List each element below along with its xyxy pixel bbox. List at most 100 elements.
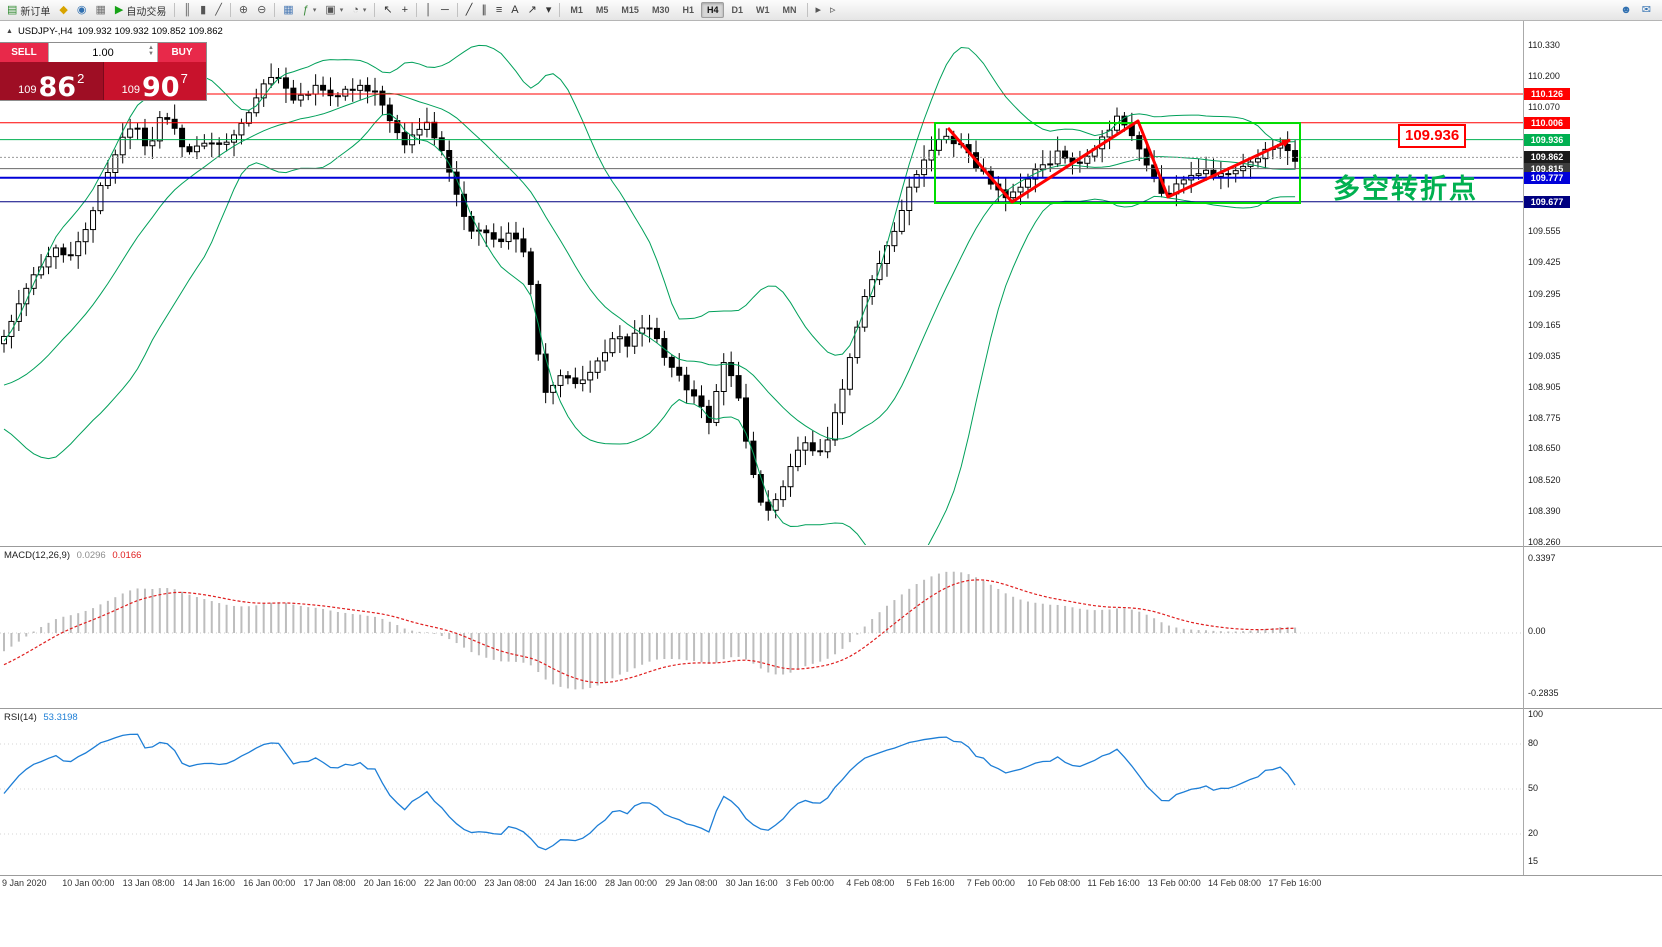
price-axis-label: 110.330 (1528, 40, 1560, 50)
price-tag: 109.777 (1524, 171, 1570, 184)
chat-icon: ✉ (1641, 3, 1651, 16)
price-axis-label: 110.070 (1528, 102, 1560, 113)
time-axis-label: 17 Jan 08:00 (303, 878, 356, 888)
arrows-icon: ↗ (527, 3, 537, 16)
trendline-button[interactable]: ╱ (462, 1, 477, 20)
templates-icon: ▣ (325, 3, 336, 16)
toolbar-separator (374, 3, 376, 17)
line-chart-button[interactable]: ╱ (211, 1, 226, 20)
volume-decrement-icon[interactable]: ▼ (148, 51, 154, 57)
one-click-collapse-icon[interactable]: ▲ (6, 28, 13, 35)
rsi-name: RSI(14) (4, 712, 37, 723)
toolbar-left-group: ▤ 新订单 ◆ ◉ ▦ ▶ 自动交易 ║ ▮ ╱ ⊕ ⊖ ▦ ƒ ▾ ▣ ▾ ◔ ▾ ↖ + │ ─ ╱ ∥ ≡ A ↗ ▾ M1 M5 M1… (3, 1, 840, 20)
bar-chart-button[interactable]: ║ (179, 1, 195, 20)
navigator-button[interactable]: ▦ (91, 1, 109, 20)
period-button-caret-icon[interactable]: ▾ (362, 7, 367, 14)
arrows-button[interactable]: ↗ (524, 1, 541, 20)
price-callout-label: 109.936 (1398, 124, 1467, 148)
timeframe-button-h4[interactable]: H4 (700, 2, 725, 18)
rsi-axis-label: 80 (1528, 738, 1539, 748)
time-axis-separator (0, 875, 1662, 876)
rsi-value: 53.3198 (43, 712, 78, 723)
panel-splitter-macd[interactable] (0, 546, 1662, 547)
rsi-axis-label: 20 (1528, 828, 1539, 838)
volume-spinner: ▲ ▼ (148, 45, 154, 57)
volume-field[interactable]: 1.00 ▲ ▼ (48, 43, 158, 62)
time-axis-label: 22 Jan 00:00 (424, 878, 477, 888)
zoom-in-icon: ⊕ (238, 3, 249, 16)
channel-button[interactable]: ∥ (477, 1, 491, 20)
shapes-button[interactable]: ▾ (542, 1, 556, 20)
new-order-button-label: 新订单 (20, 6, 51, 18)
rsi-indicator-label: RSI(14) 53.3198 (4, 712, 78, 723)
buy-button[interactable]: BUY (158, 43, 206, 62)
community-button[interactable]: ☻ (1616, 1, 1636, 20)
time-axis-label: 30 Jan 16:00 (725, 878, 778, 888)
templates-button[interactable]: ▣ ▾ (321, 1, 347, 20)
time-axis-label: 11 Feb 16:00 (1087, 878, 1140, 888)
auto-scroll-button[interactable]: ▹ (826, 1, 840, 20)
indicators-button-caret-icon[interactable]: ▾ (312, 7, 317, 14)
timeframe-button-m30[interactable]: M30 (651, 5, 670, 15)
timeframe-button-m1[interactable]: M1 (570, 5, 583, 15)
ask-price-sup: 7 (180, 71, 188, 86)
crosshair-button[interactable]: + (398, 1, 412, 20)
timeframe-button-d1[interactable]: D1 (731, 5, 743, 15)
price-tag: 109.815 (1524, 162, 1570, 175)
text-label-button[interactable]: A (507, 1, 522, 20)
community-icon: ☻ (1620, 3, 1632, 16)
price-axis-label: 108.390 (1528, 505, 1561, 516)
timeframe-button-h1[interactable]: H1 (682, 5, 694, 15)
indicators-icon: ƒ (302, 3, 309, 16)
timeframe-button-w1[interactable]: W1 (756, 5, 770, 15)
new-order-icon: ▤ (7, 3, 18, 16)
templates-button-caret-icon[interactable]: ▾ (339, 7, 344, 14)
chart-shift-button[interactable]: ▸ (812, 1, 826, 20)
indicators-button[interactable]: ƒ ▾ (299, 1, 321, 20)
time-axis-label: 3 Feb 00:00 (785, 878, 834, 888)
zoom-in-button[interactable]: ⊕ (235, 1, 252, 20)
time-axis-label: 7 Feb 00:00 (966, 878, 1015, 888)
time-axis-label: 28 Jan 00:00 (605, 878, 658, 888)
rsi-axis-label: 100 (1528, 709, 1544, 719)
time-axis-label: 29 Jan 08:00 (665, 878, 718, 888)
candlestick-chart-icon: ▮ (200, 3, 207, 16)
chat-button[interactable]: ✉ (1638, 1, 1655, 20)
zoom-out-button[interactable]: ⊖ (253, 1, 270, 20)
cursor-icon: ↖ (383, 3, 393, 16)
timeframe-button-mn[interactable]: MN (782, 5, 797, 15)
time-axis-label: 13 Feb 00:00 (1147, 878, 1201, 888)
rsi-axis-label: 50 (1528, 783, 1539, 793)
timeframe-button-m5[interactable]: M5 (595, 5, 609, 15)
vertical-line-button[interactable]: │ (421, 1, 436, 20)
price-axis-separator[interactable] (1523, 21, 1524, 875)
candlestick-chart-button[interactable]: ▮ (196, 1, 210, 20)
cursor-button[interactable]: ↖ (379, 1, 396, 20)
panel-splitter-rsi[interactable] (0, 708, 1662, 709)
tile-windows-button[interactable]: ▦ (279, 1, 297, 20)
alerts-button[interactable]: ◆ (55, 1, 71, 20)
volume-increment-icon[interactable]: ▲ (148, 45, 154, 51)
period-icon: ◔ (352, 3, 359, 16)
timeframe-button-m15[interactable]: M15 (621, 5, 639, 15)
bid-price-prefix: 109 (18, 84, 37, 96)
toolbar-separator (416, 3, 418, 17)
time-axis-label: 23 Jan 08:00 (484, 878, 537, 888)
auto-scroll-icon: ▹ (830, 3, 836, 16)
new-order-button[interactable]: ▤ 新订单 (3, 1, 54, 20)
macd-indicator-label: MACD(12,26,9) 0.0296 0.0166 (4, 550, 141, 561)
price-axis-label: 108.905 (1528, 382, 1561, 393)
ask-price-panel[interactable]: 109 90 7 (102, 62, 206, 101)
sell-button[interactable]: SELL (0, 43, 48, 62)
top-toolbar: ▤ 新订单 ◆ ◉ ▦ ▶ 自动交易 ║ ▮ ╱ ⊕ ⊖ ▦ ƒ ▾ ▣ ▾ ◔ ▾ ↖ + │ ─ ╱ ∥ ≡ A ↗ ▾ M1 M5 M1… (0, 0, 1662, 21)
macd-main-value: 0.0296 (76, 550, 106, 561)
time-axis-label: 16 Jan 00:00 (243, 878, 296, 888)
market-watch-button[interactable]: ◉ (73, 1, 91, 20)
period-button[interactable]: ◔ ▾ (348, 1, 370, 20)
toolbar-separator (229, 3, 231, 17)
bid-price-panel[interactable]: 109 86 2 (0, 62, 103, 101)
fibonacci-button[interactable]: ≡ (492, 1, 506, 20)
auto-trading-button[interactable]: ▶ 自动交易 (111, 1, 170, 20)
horizontal-line-button[interactable]: ─ (437, 1, 453, 20)
